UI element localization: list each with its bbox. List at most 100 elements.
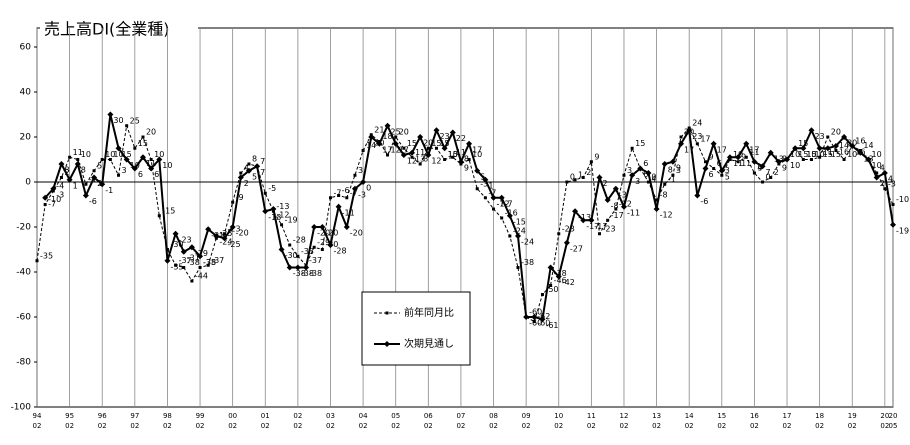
point — [245, 167, 252, 174]
x-tick-year: 97 — [130, 412, 139, 420]
value-label: 10 — [872, 150, 882, 159]
point — [865, 156, 872, 163]
value-label: 10 — [130, 161, 140, 170]
point — [775, 158, 782, 165]
value-label: 2 — [97, 179, 102, 188]
value-label: 16 — [839, 148, 849, 157]
value-label: 0 — [766, 173, 771, 182]
point — [834, 149, 838, 152]
point — [43, 203, 47, 206]
value-label: 8 — [252, 155, 257, 164]
x-tick-year: 05 — [391, 412, 400, 420]
point — [563, 239, 570, 246]
point — [262, 208, 269, 215]
x-tick-year: 12 — [620, 412, 629, 420]
value-label: -60 — [537, 319, 550, 328]
value-label: 10 — [113, 150, 123, 159]
x-tick-year: 09 — [522, 412, 531, 420]
value-label: 8 — [668, 166, 673, 175]
value-label: -60 — [529, 308, 542, 317]
value-label: 17 — [399, 145, 409, 154]
point — [139, 154, 146, 161]
x-tick-month: 05 — [889, 422, 898, 430]
point — [490, 194, 497, 201]
x-tick-month: 02 — [130, 422, 139, 430]
point — [557, 232, 561, 236]
value-label: 11 — [823, 148, 833, 157]
value-label: -24 — [513, 227, 526, 236]
value-label: 7 — [260, 168, 265, 177]
value-label: -11 — [627, 208, 640, 217]
value-label: 9 — [676, 163, 681, 172]
value-label: -1 — [105, 186, 113, 195]
point — [434, 146, 438, 150]
value-label: -6 — [342, 186, 350, 195]
value-label: 2 — [244, 179, 249, 188]
value-label: -61 — [545, 321, 558, 330]
point — [174, 263, 178, 267]
point — [417, 134, 424, 140]
value-label: 2 — [603, 179, 608, 188]
point — [661, 161, 668, 167]
point — [320, 248, 324, 251]
value-label: -28 — [333, 247, 346, 256]
value-label: -15 — [162, 206, 175, 215]
point — [82, 192, 89, 199]
value-label: -12 — [276, 211, 289, 220]
point — [360, 179, 367, 185]
value-label: 1 — [578, 170, 583, 179]
point — [655, 198, 659, 202]
x-tick-month: 02 — [33, 422, 42, 430]
x-tick-month: 02 — [750, 422, 759, 430]
point — [743, 140, 750, 147]
point — [157, 214, 161, 218]
value-label: -12 — [660, 211, 673, 220]
value-label: 3 — [358, 166, 363, 175]
value-label: -50 — [545, 285, 558, 294]
x-tick-year: 20 — [889, 412, 898, 420]
value-label: 17 — [684, 145, 694, 154]
value-label: -42 — [562, 278, 575, 287]
value-label: -24 — [521, 238, 534, 247]
value-label: 15 — [806, 150, 816, 159]
value-label: -30 — [285, 251, 298, 260]
point — [441, 145, 448, 152]
point — [726, 154, 733, 161]
x-tick-year: 16 — [750, 412, 759, 420]
value-label: 18 — [382, 132, 392, 141]
y-tick-label: -60 — [16, 313, 31, 323]
value-label: 5 — [252, 172, 257, 181]
point — [808, 127, 815, 134]
point — [433, 127, 440, 134]
point — [466, 140, 473, 147]
point — [108, 158, 112, 161]
point — [826, 135, 830, 139]
value-label: 4 — [880, 164, 885, 173]
legend-marker — [385, 311, 389, 315]
value-label: -33 — [203, 258, 216, 267]
point — [296, 254, 300, 258]
value-label: -3 — [619, 190, 627, 199]
value-label: 15 — [823, 150, 833, 159]
point — [474, 167, 481, 174]
point — [629, 172, 636, 179]
value-label: -35 — [40, 251, 53, 260]
value-label: -17 — [594, 222, 607, 231]
point — [596, 174, 603, 181]
point — [678, 140, 685, 147]
value-label: 2 — [774, 168, 779, 177]
point — [66, 176, 73, 183]
value-label: -37 — [309, 256, 322, 265]
point — [671, 173, 675, 177]
point — [653, 206, 660, 212]
value-label: -25 — [228, 240, 241, 249]
point — [457, 158, 464, 165]
point — [278, 246, 285, 253]
value-label: -15 — [513, 217, 526, 226]
point — [482, 176, 489, 183]
point — [141, 135, 145, 139]
value-label: 11 — [456, 148, 466, 157]
value-label: -29 — [317, 238, 330, 247]
point — [345, 196, 349, 200]
